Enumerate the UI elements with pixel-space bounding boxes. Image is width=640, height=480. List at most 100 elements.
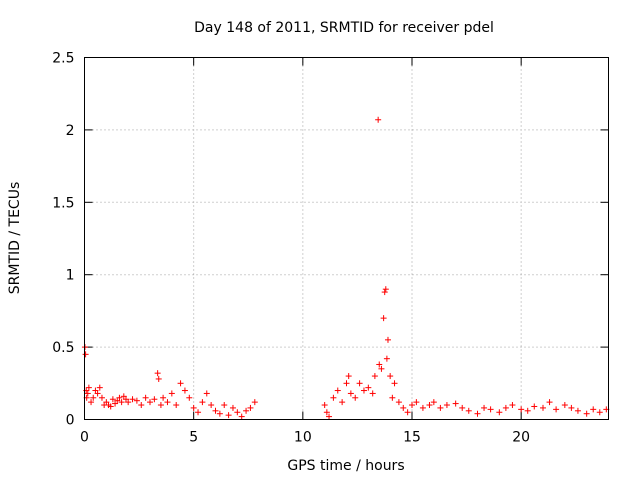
data-point — [443, 402, 450, 409]
data-point — [151, 396, 158, 403]
data-point — [343, 380, 350, 387]
data-point — [243, 407, 250, 414]
data-point — [133, 397, 140, 404]
data-point — [465, 407, 472, 414]
data-point — [334, 387, 341, 394]
data-point — [553, 406, 560, 413]
data-point — [339, 399, 346, 406]
data-point — [352, 394, 359, 401]
data-point — [109, 396, 116, 403]
data-point — [98, 394, 105, 401]
data-point — [251, 399, 258, 406]
x-tick-label: 15 — [403, 430, 421, 446]
data-point — [234, 409, 241, 416]
data-point — [426, 402, 433, 409]
data-point — [116, 394, 123, 401]
data-point — [84, 390, 91, 397]
data-point — [168, 390, 175, 397]
data-point — [381, 289, 388, 296]
data-point — [509, 402, 516, 409]
data-point — [383, 355, 390, 362]
data-point — [238, 413, 245, 420]
data-point — [94, 390, 101, 397]
data-point — [82, 351, 89, 358]
data-point — [90, 394, 97, 401]
data-point — [574, 407, 581, 414]
data-point — [459, 404, 466, 411]
data-point — [173, 402, 180, 409]
data-point — [118, 399, 125, 406]
data-point — [212, 407, 219, 414]
data-point — [384, 336, 391, 343]
data-point — [369, 390, 376, 397]
x-tick-label: 0 — [80, 430, 89, 446]
y-tick-label: 1 — [66, 268, 75, 284]
data-point — [225, 412, 232, 419]
data-point — [437, 404, 444, 411]
data-point — [452, 400, 459, 407]
data-point — [229, 404, 236, 411]
data-point — [96, 384, 103, 391]
data-point — [164, 399, 171, 406]
data-point — [502, 404, 509, 411]
data-point — [540, 404, 546, 411]
data-point — [389, 394, 396, 401]
data-point — [247, 404, 254, 411]
data-point — [365, 384, 372, 391]
data-point — [321, 402, 328, 409]
data-point — [142, 394, 149, 401]
data-point — [524, 407, 531, 414]
data-point — [155, 375, 162, 382]
data-point — [323, 409, 330, 416]
data-point — [330, 394, 337, 401]
x-tick-label: 5 — [189, 430, 198, 446]
data-point — [409, 402, 415, 409]
data-point — [590, 406, 597, 413]
data-point — [430, 399, 437, 406]
data-point — [387, 373, 394, 380]
data-point — [138, 402, 145, 409]
data-point — [404, 409, 411, 416]
data-point — [208, 402, 215, 409]
data-point — [203, 390, 210, 397]
data-point — [391, 380, 398, 387]
data-point — [474, 410, 481, 417]
data-point — [382, 286, 389, 293]
data-point — [157, 402, 164, 409]
data-point — [216, 410, 223, 417]
data-point — [147, 399, 153, 406]
data-point — [531, 403, 538, 410]
y-tick-label: 2 — [66, 123, 75, 139]
data-point — [596, 409, 603, 416]
data-point — [107, 403, 114, 410]
data-point — [518, 406, 525, 413]
plot-frame — [84, 57, 609, 420]
data-point — [583, 410, 590, 417]
data-point — [419, 404, 426, 411]
x-axis-ticks: 0 5 10 15 20 — [80, 57, 530, 446]
data-point — [481, 404, 488, 411]
chart-title: Day 148 of 2011, SRMTID for receiver pde… — [194, 20, 494, 36]
data-point — [371, 373, 378, 380]
data-point — [125, 399, 132, 406]
data-point — [195, 409, 202, 416]
data-point — [160, 394, 167, 401]
data-points — [81, 116, 610, 420]
y-tick-label: 1.5 — [52, 195, 74, 211]
data-point — [356, 380, 363, 387]
data-point — [347, 390, 354, 397]
y-tick-label: 2.5 — [52, 51, 74, 67]
x-tick-label: 10 — [294, 430, 312, 446]
data-point — [546, 399, 553, 406]
data-point — [561, 402, 568, 409]
data-point — [395, 399, 402, 406]
data-point — [177, 380, 184, 387]
data-point — [85, 384, 92, 391]
data-point — [413, 399, 420, 406]
data-point — [345, 373, 352, 380]
data-point — [360, 387, 367, 394]
data-point — [378, 365, 385, 372]
y-tick-label: 0.5 — [52, 340, 74, 356]
data-point — [186, 394, 193, 401]
